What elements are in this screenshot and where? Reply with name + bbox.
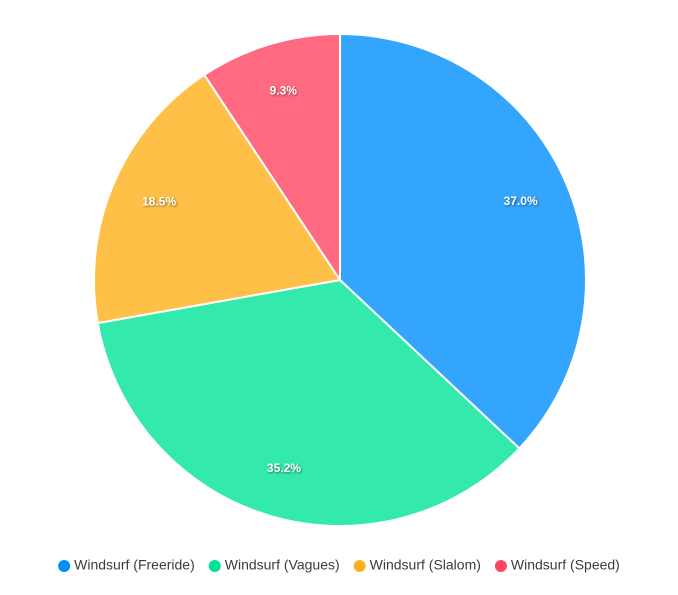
data-label: 35.2% xyxy=(267,461,301,475)
pie-slice xyxy=(202,32,341,284)
pie-slice xyxy=(93,73,342,325)
legend-label: Windsurf (Vagues) xyxy=(225,557,340,573)
data-label: 9.3% xyxy=(270,84,298,98)
legend-marker xyxy=(494,560,507,572)
legend-label: Windsurf (Freeride) xyxy=(74,557,195,573)
data-label: 37.0% xyxy=(504,194,538,208)
legend-label: Windsurf (Slalom) xyxy=(370,557,481,573)
pie-slice xyxy=(96,278,521,527)
legend: Windsurf (Freeride) Windsurf (Vagues) Wind… xyxy=(58,557,620,573)
pie-slice xyxy=(339,32,587,450)
legend-label: Windsurf (Speed) xyxy=(511,557,620,573)
data-label: 18.5% xyxy=(142,195,176,209)
legend-marker xyxy=(208,560,221,572)
legend-marker xyxy=(353,560,366,572)
legend-marker xyxy=(58,560,71,572)
